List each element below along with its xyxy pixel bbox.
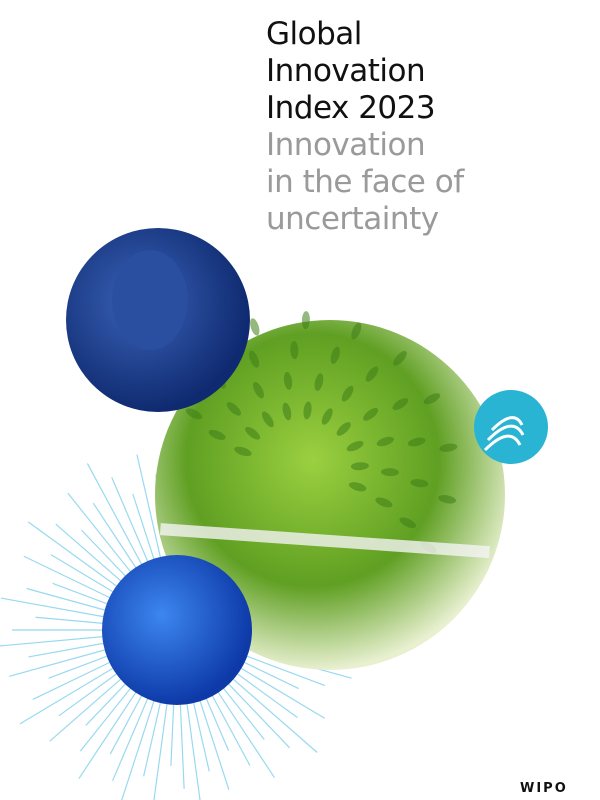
leaf bbox=[399, 517, 417, 529]
ray bbox=[32, 659, 115, 700]
ray bbox=[121, 696, 156, 800]
ray bbox=[58, 670, 121, 717]
ray bbox=[239, 659, 299, 690]
title-line: Global bbox=[266, 16, 362, 52]
leaf bbox=[303, 401, 312, 420]
cover-title: Global Innovation Index 2023 Innovation … bbox=[266, 16, 464, 238]
ray bbox=[170, 699, 175, 766]
ray bbox=[198, 696, 230, 790]
ray bbox=[92, 502, 139, 572]
leaf bbox=[250, 318, 260, 336]
leaf bbox=[423, 393, 441, 405]
ray bbox=[0, 635, 108, 647]
leaf bbox=[438, 494, 456, 504]
leaf bbox=[392, 398, 409, 411]
ray bbox=[49, 675, 125, 742]
ray bbox=[229, 675, 318, 753]
leaf bbox=[301, 311, 310, 330]
portrait-face bbox=[112, 250, 188, 350]
title-line: Index 2023 bbox=[266, 90, 436, 126]
leaf bbox=[365, 366, 379, 382]
leaf bbox=[208, 429, 226, 440]
ray bbox=[19, 665, 118, 725]
leaf bbox=[234, 446, 252, 457]
ray bbox=[191, 698, 210, 772]
ray bbox=[67, 492, 134, 576]
green-plant-circle bbox=[155, 320, 505, 670]
leaf bbox=[282, 402, 292, 421]
ray bbox=[27, 521, 121, 590]
ray bbox=[23, 555, 115, 601]
ray bbox=[48, 654, 112, 679]
leaf bbox=[393, 351, 407, 366]
ray bbox=[236, 665, 325, 719]
ray bbox=[111, 694, 151, 782]
light-streak bbox=[159, 523, 490, 559]
ray bbox=[55, 523, 125, 585]
title-line: Innovation bbox=[266, 53, 426, 89]
ray bbox=[9, 648, 110, 677]
ray bbox=[136, 454, 163, 562]
leaf bbox=[351, 322, 362, 340]
ray bbox=[79, 684, 134, 752]
leaf bbox=[290, 341, 299, 360]
ray bbox=[242, 654, 326, 687]
ray bbox=[111, 477, 151, 566]
ray bbox=[203, 694, 230, 751]
ray bbox=[215, 688, 276, 779]
leaf bbox=[185, 408, 203, 420]
leaf bbox=[348, 482, 367, 492]
subtitle-line: in the face of bbox=[266, 164, 464, 200]
leaf bbox=[341, 385, 354, 402]
leaf bbox=[375, 497, 393, 508]
wipo-logo: WIPO bbox=[520, 781, 568, 796]
leaf bbox=[439, 443, 458, 452]
ray bbox=[220, 684, 265, 740]
ray bbox=[179, 699, 185, 789]
leaf bbox=[283, 371, 293, 390]
leaf bbox=[336, 422, 351, 436]
leaf bbox=[380, 468, 399, 477]
leaf bbox=[321, 408, 333, 425]
leaf-pattern bbox=[166, 311, 458, 554]
ray bbox=[81, 529, 130, 580]
leaf bbox=[245, 426, 261, 440]
ray bbox=[50, 554, 118, 595]
ray bbox=[132, 493, 156, 564]
leaf bbox=[249, 350, 260, 368]
ray bbox=[35, 616, 108, 625]
leaf bbox=[350, 462, 369, 471]
leaf bbox=[314, 373, 324, 391]
leaf bbox=[410, 479, 429, 488]
ray bbox=[0, 597, 109, 619]
leaf bbox=[363, 407, 379, 421]
leaf bbox=[330, 346, 340, 364]
leaf bbox=[376, 436, 395, 447]
ray bbox=[209, 691, 251, 766]
leaf bbox=[226, 402, 242, 416]
ray bbox=[185, 699, 201, 800]
ray bbox=[52, 582, 112, 606]
ray bbox=[85, 680, 130, 726]
leaf bbox=[253, 381, 264, 399]
ray bbox=[109, 691, 145, 755]
blue-sphere bbox=[102, 555, 252, 705]
leaf bbox=[407, 437, 426, 447]
leaf bbox=[261, 411, 274, 428]
ray bbox=[86, 463, 145, 569]
ray bbox=[28, 641, 109, 658]
subtitle-line: uncertainty bbox=[266, 201, 439, 237]
ray bbox=[26, 587, 110, 612]
leaf bbox=[346, 441, 364, 452]
ray bbox=[233, 670, 298, 719]
ray bbox=[78, 688, 139, 779]
globe-swirl-icon bbox=[483, 416, 525, 452]
subtitle-line: Innovation bbox=[266, 127, 426, 163]
ray bbox=[153, 699, 169, 800]
ray bbox=[224, 680, 291, 749]
ray bbox=[143, 698, 163, 777]
